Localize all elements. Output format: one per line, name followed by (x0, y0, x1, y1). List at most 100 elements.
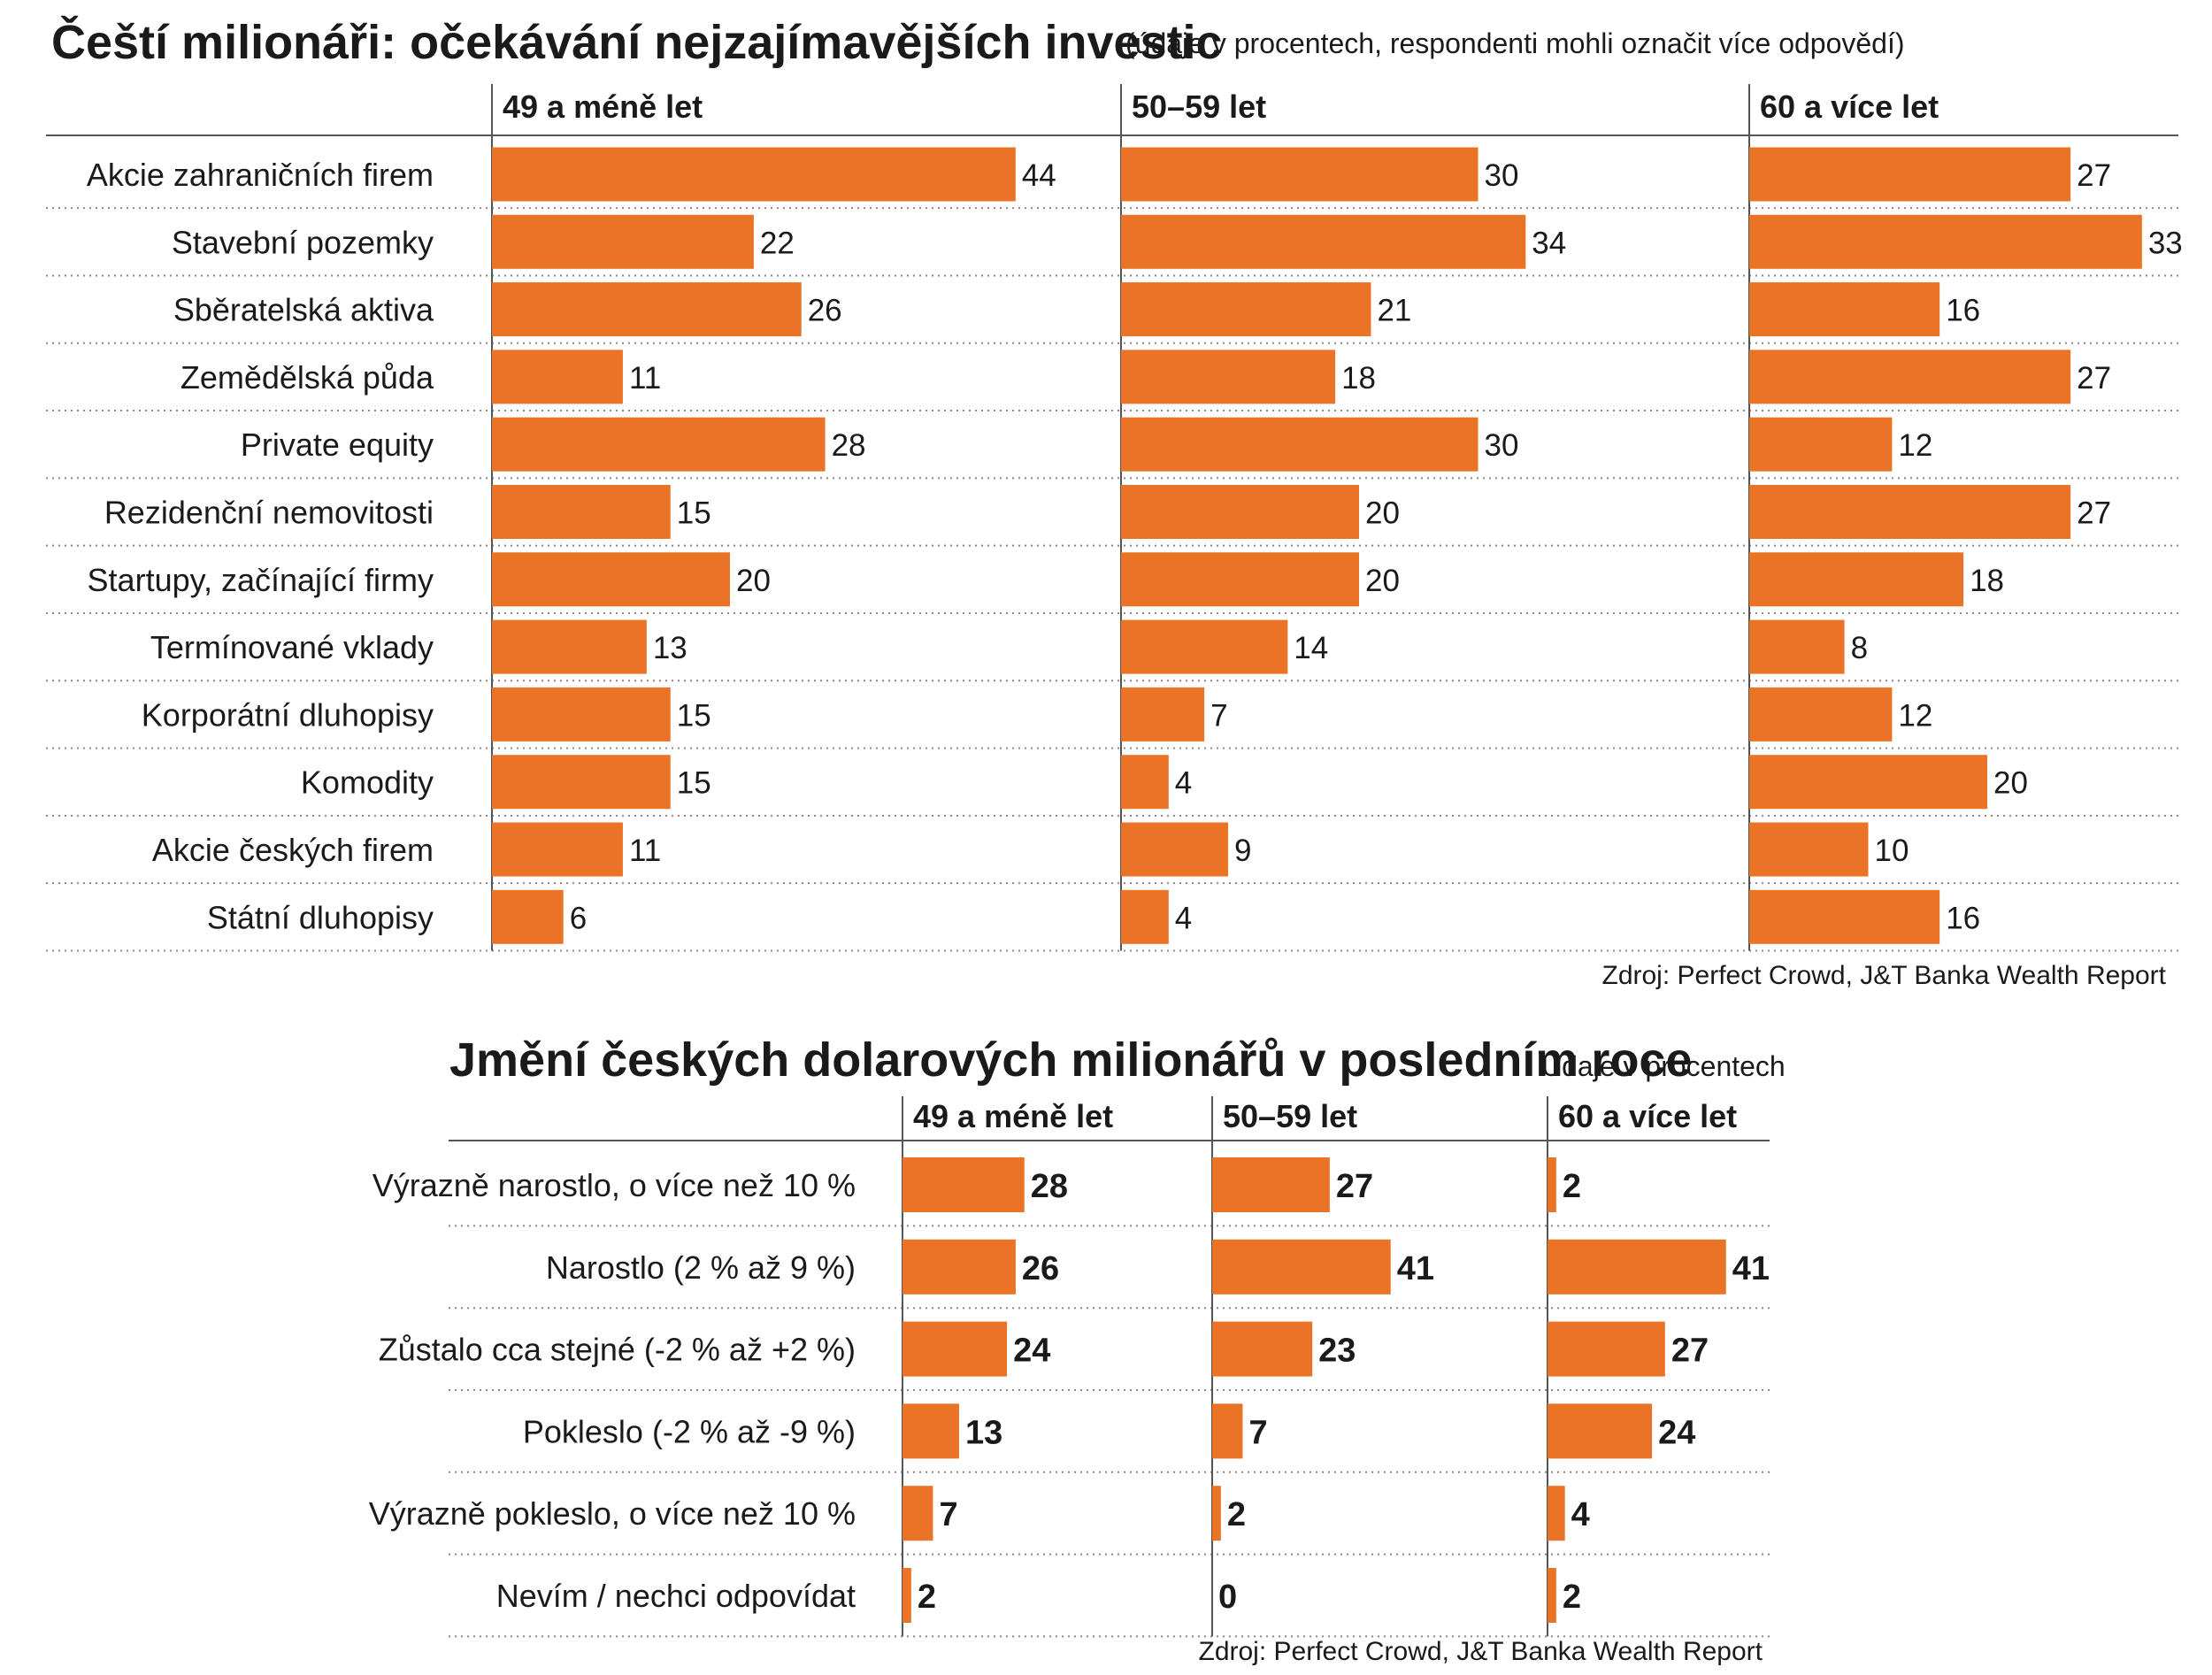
c1-bar (1121, 282, 1371, 337)
c2-category-label: Narostlo (2 % až 9 %) (546, 1249, 856, 1286)
c1-category-label: Private equity (241, 426, 434, 463)
chart2-source: Zdroj: Perfect Crowd, J&T Banka Wealth R… (1199, 1637, 1763, 1666)
c1-bar (1749, 214, 2142, 269)
c1-bar (492, 214, 754, 269)
c2-value-label: 27 (1336, 1168, 1373, 1205)
c1-bar (492, 282, 802, 337)
c2-category-label: Výrazně pokleslo, o více než 10 % (369, 1495, 856, 1532)
c2-bar (1548, 1486, 1565, 1541)
c1-category-label: Stavební pozemky (172, 224, 434, 260)
c1-value-label: 8 (1851, 631, 1868, 665)
c2-bar (1212, 1239, 1391, 1295)
c1-bar (1749, 619, 1845, 674)
c1-value-label: 14 (1294, 631, 1328, 665)
c2-bar (1548, 1157, 1556, 1212)
c2-value-label: 41 (1732, 1250, 1770, 1287)
c1-bar (492, 350, 623, 404)
c1-value-label: 15 (677, 766, 711, 801)
c1-bar (1749, 147, 2071, 202)
c2-bar (902, 1157, 1025, 1212)
c1-value-label: 15 (677, 496, 711, 531)
c1-value-label: 4 (1175, 901, 1192, 935)
c2-bar (902, 1321, 1008, 1377)
c2-bar (1212, 1321, 1313, 1377)
c1-bar (1121, 214, 1526, 269)
c2-value-label: 26 (1022, 1250, 1059, 1287)
c2-bar (902, 1486, 933, 1541)
c1-value-label: 7 (1210, 698, 1227, 733)
c1-bar (492, 687, 671, 741)
c1-category-label: Startupy, začínající firmy (88, 562, 434, 598)
c1-bar (1121, 552, 1359, 607)
c1-value-label: 4 (1175, 766, 1192, 801)
c1-bar (492, 147, 1016, 202)
c1-category-label: Státní dluhopisy (207, 899, 434, 935)
c2-value-label: 28 (1031, 1168, 1068, 1205)
c2-bar (902, 1239, 1016, 1295)
c2-bar (1548, 1568, 1556, 1623)
c1-category-label: Rezidenční nemovitosti (104, 495, 434, 531)
c2-value-label: 4 (1571, 1496, 1590, 1533)
c2-panel-header: 50–59 let (1223, 1098, 1357, 1134)
c1-bar (492, 889, 564, 944)
c2-value-label: 2 (1563, 1579, 1581, 1616)
c1-category-label: Komodity (301, 765, 434, 801)
c1-category-label: Akcie českých firem (152, 832, 434, 868)
c2-value-label: 24 (1013, 1333, 1050, 1370)
c2-value-label: 0 (1218, 1579, 1237, 1616)
chart1-subtitle: (údaje v procentech, respondenti mohli o… (1125, 27, 1905, 59)
chart1-title: Čeští milionáři: očekávání nejzajímavějš… (51, 15, 1223, 69)
c2-category-label: Nevím / nechci odpovídat (496, 1578, 856, 1614)
c1-category-label: Korporátní dluhopisy (142, 696, 434, 733)
chart2-subtitle: Údaje v procentech (1541, 1050, 1786, 1082)
c1-value-label: 11 (629, 361, 661, 396)
c1-value-label: 30 (1485, 428, 1519, 463)
c2-bar (1212, 1403, 1243, 1459)
c2-category-label: Výrazně narostlo, o více než 10 % (373, 1167, 856, 1203)
c1-bar (1749, 889, 1940, 944)
c1-value-label: 26 (808, 294, 842, 328)
c2-value-label: 2 (918, 1579, 936, 1616)
c2-value-label: 27 (1671, 1333, 1709, 1370)
c1-bar (1121, 619, 1288, 674)
c1-category-label: Sběratelská aktiva (173, 292, 434, 328)
c1-value-label: 18 (1970, 564, 2004, 598)
c2-value-label: 2 (1227, 1496, 1246, 1533)
c1-bar (1121, 822, 1229, 877)
c2-bar (1548, 1321, 1665, 1377)
c1-bar (1749, 687, 1893, 741)
chart1-source: Zdroj: Perfect Crowd, J&T Banka Wealth R… (1602, 961, 2167, 990)
c1-category-label: Zemědělská půda (180, 359, 434, 396)
c1-value-label: 13 (653, 631, 687, 665)
c2-value-label: 13 (965, 1414, 1002, 1451)
c1-value-label: 27 (2077, 361, 2111, 396)
c1-bar (1121, 889, 1169, 944)
c1-value-label: 10 (1875, 834, 1909, 868)
c1-bar (492, 552, 730, 607)
c1-value-label: 28 (832, 428, 866, 463)
c1-value-label: 44 (1022, 158, 1056, 193)
c1-value-label: 20 (1365, 496, 1400, 531)
c1-bar (1121, 755, 1169, 810)
c1-bar (1749, 485, 2071, 539)
c1-bar (1749, 282, 1940, 337)
c1-value-label: 6 (570, 901, 587, 935)
c1-value-label: 9 (1234, 834, 1251, 868)
c1-value-label: 27 (2077, 158, 2111, 193)
c2-bar (902, 1403, 959, 1459)
c1-bar (1749, 417, 1893, 472)
c1-value-label: 20 (1993, 766, 2028, 801)
c1-bar (1121, 687, 1205, 741)
c1-value-label: 34 (1532, 226, 1566, 260)
c1-value-label: 12 (1898, 428, 1932, 463)
c2-bar (1212, 1157, 1330, 1212)
c2-bar (902, 1568, 911, 1623)
c1-bar (492, 417, 826, 472)
c1-value-label: 30 (1485, 158, 1519, 193)
c1-panel-header: 60 a více let (1760, 88, 1939, 125)
c2-bar (1548, 1239, 1726, 1295)
chart2-title: Jmění českých dolarových milionářů v pos… (449, 1033, 1693, 1087)
c1-bar (492, 822, 623, 877)
c2-category-label: Pokleslo (-2 % až -9 %) (523, 1413, 856, 1449)
